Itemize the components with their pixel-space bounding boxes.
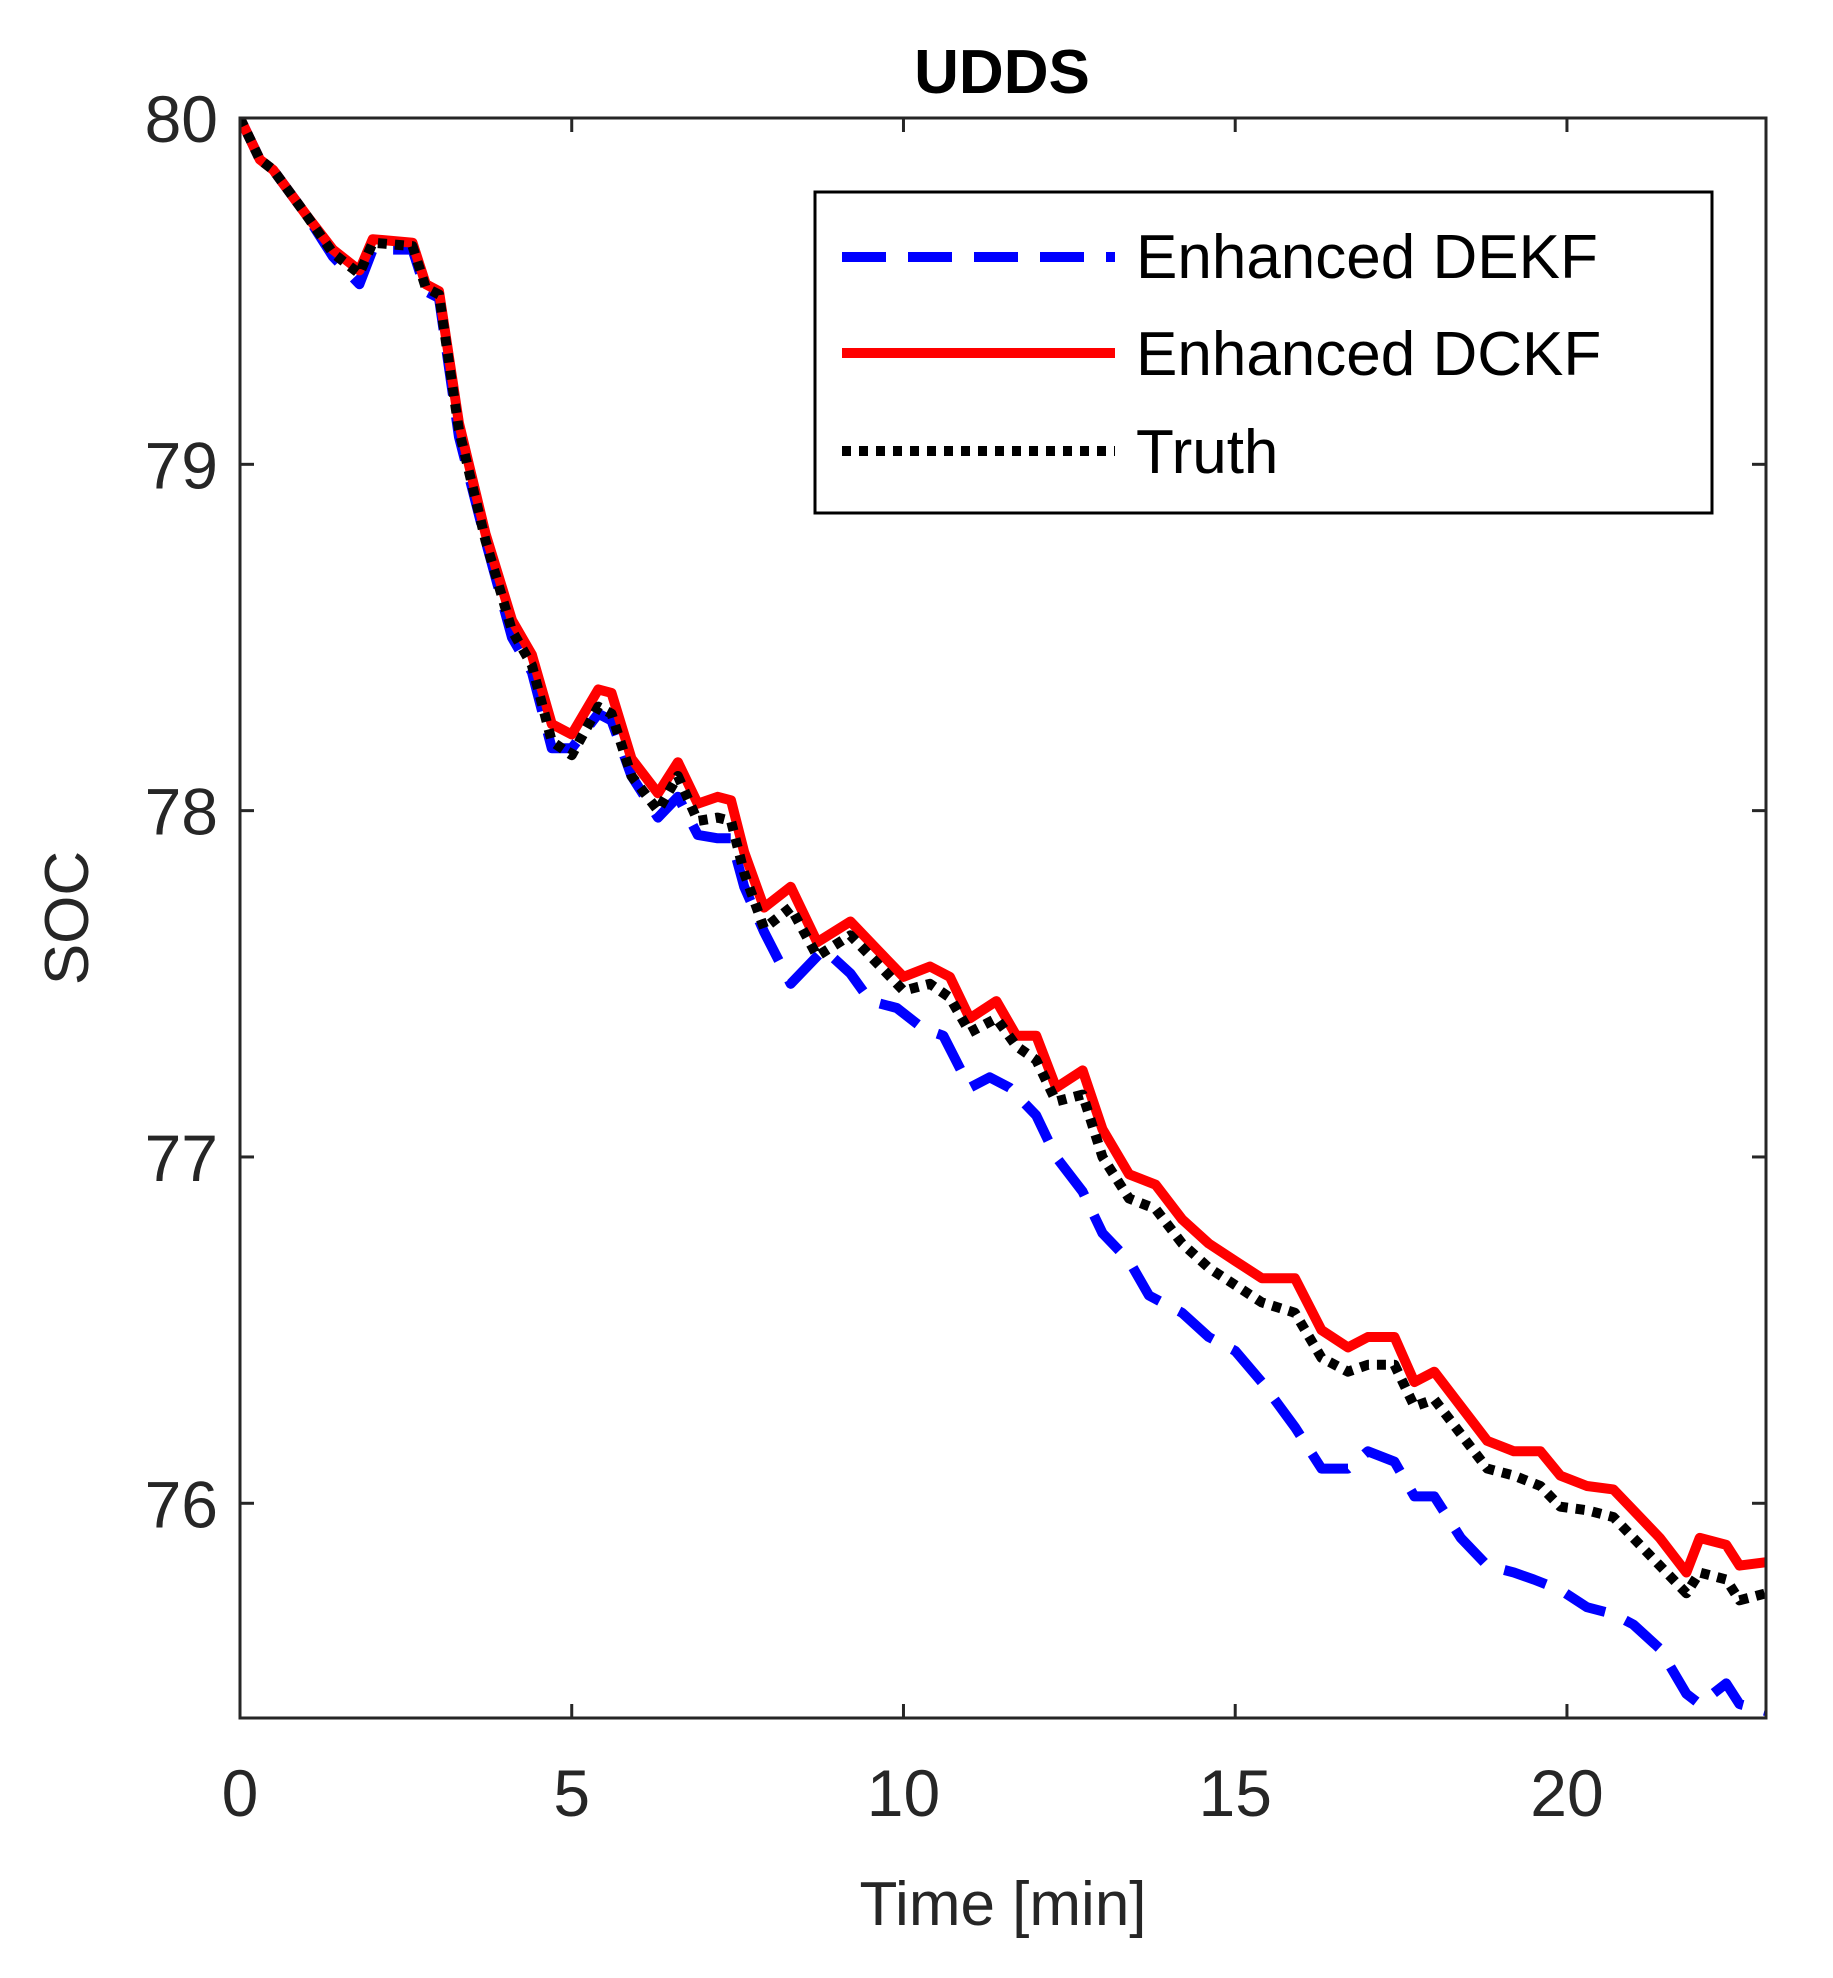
- y-tick-label: 78: [145, 775, 218, 849]
- x-axis-label: Time [min]: [859, 1870, 1146, 1939]
- legend-label-enhanced-dekf: Enhanced DEKF: [1136, 223, 1598, 292]
- legend-label-truth: Truth: [1136, 418, 1278, 487]
- x-tick-label: 5: [553, 1756, 590, 1830]
- series-line-enhanced-dekf: [240, 118, 1766, 1716]
- x-tick-label: 15: [1199, 1756, 1272, 1830]
- plot-area: 0 5 10 15 20 76 77 78 79 80: [145, 82, 1768, 1830]
- x-tick-label: 20: [1530, 1756, 1603, 1830]
- y-tick-label: 77: [145, 1121, 218, 1195]
- series-line-truth: [240, 118, 1766, 1606]
- ticks-layer: 0 5 10 15 20 76 77 78 79 80: [145, 82, 1766, 1830]
- y-tick-label: 80: [145, 82, 218, 156]
- series-line-enhanced-dckf: [240, 118, 1766, 1578]
- series-layer: [240, 118, 1766, 1716]
- legend: Enhanced DEKF Enhanced DCKF Truth: [813, 190, 1714, 515]
- x-tick-label: 10: [867, 1756, 940, 1830]
- chart-title: UDDS: [914, 38, 1090, 107]
- plot-frame: [238, 116, 1768, 1720]
- y-tick-label: 79: [145, 428, 218, 502]
- legend-label-enhanced-dckf: Enhanced DCKF: [1136, 320, 1601, 389]
- y-tick-label: 76: [145, 1467, 218, 1541]
- x-tick-label: 0: [222, 1756, 259, 1830]
- y-axis-label: SOC: [33, 851, 102, 985]
